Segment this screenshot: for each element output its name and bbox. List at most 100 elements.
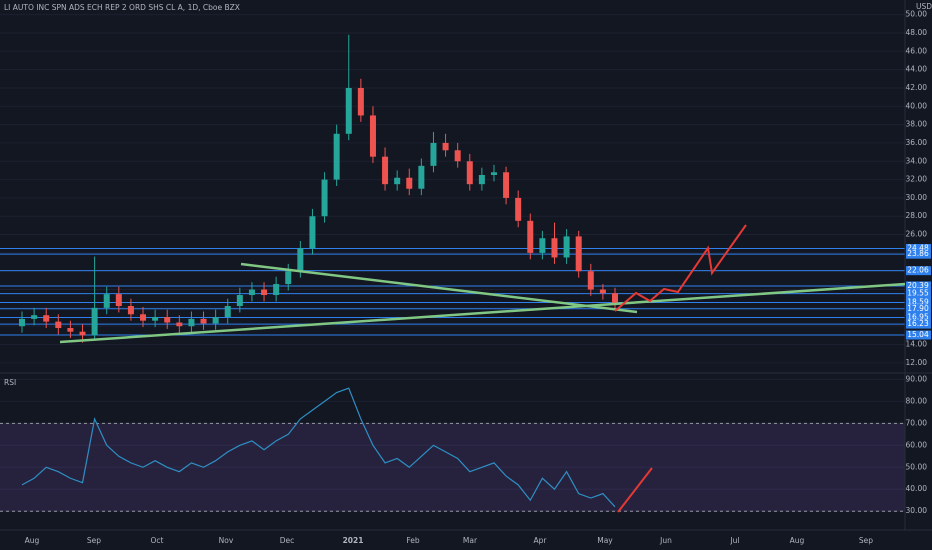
y-tick-label: 26.00 — [906, 230, 928, 239]
candle-body — [91, 307, 98, 336]
candle-body — [103, 294, 110, 308]
candle-body — [285, 271, 292, 285]
candle-body — [442, 142, 449, 151]
x-tick-label: 2021 — [343, 536, 364, 545]
price-level-label: 20.39 — [907, 281, 929, 290]
y-tick-label: 40.00 — [906, 484, 928, 493]
candle-body — [55, 321, 62, 329]
candle-body — [503, 172, 510, 198]
candle-body — [79, 331, 86, 336]
price-level-label: 23.86 — [907, 249, 929, 258]
candle-body — [273, 284, 280, 296]
candle-body — [140, 314, 147, 321]
y-tick-label: 44.00 — [906, 65, 928, 74]
x-tick-label: Feb — [406, 536, 420, 545]
price-level-tag — [906, 297, 931, 307]
candle-body — [466, 161, 473, 185]
y-tick-label: 34.00 — [906, 156, 928, 165]
y-tick-label: 46.00 — [906, 46, 928, 55]
x-tick-label: Oct — [151, 536, 164, 545]
rsi-projection — [617, 467, 653, 513]
x-tick-label: Dec — [280, 536, 295, 545]
x-tick-label: May — [597, 536, 613, 545]
candle-body — [406, 177, 413, 189]
rsi-line — [21, 387, 616, 508]
y-tick-label: 48.00 — [906, 28, 928, 37]
candle-body — [115, 294, 122, 307]
y-tick-label: 30.00 — [906, 193, 928, 202]
candle-body — [309, 216, 316, 249]
x-tick-label: Aug — [790, 536, 805, 545]
price-level-label: 22.06 — [907, 266, 929, 275]
price-level-tag — [906, 319, 931, 329]
price-level-label: 19.55 — [907, 289, 929, 298]
price-level-label: 24.48 — [907, 243, 929, 252]
candle-body — [261, 289, 268, 296]
price-level-label: 18.59 — [907, 297, 929, 306]
trend-line — [59, 282, 906, 344]
candle-body — [515, 197, 522, 221]
candle-body — [212, 317, 219, 324]
y-tick-label: 36.00 — [906, 138, 928, 147]
x-tick-label: Mar — [463, 536, 478, 545]
y-tick-label: 40.00 — [906, 101, 928, 110]
candle-body — [188, 318, 195, 327]
x-tick-label: Sep — [859, 536, 873, 545]
candle-body — [31, 315, 38, 319]
candle-body — [357, 87, 364, 116]
y-tick-label: 28.00 — [906, 211, 928, 220]
candle-body — [599, 289, 606, 294]
candle-body — [236, 295, 243, 307]
candle-body — [200, 318, 207, 324]
candle-body — [345, 87, 352, 134]
currency: USD — [916, 2, 932, 11]
y-tick-label: 30.00 — [906, 506, 928, 515]
candle-body — [164, 317, 171, 323]
rsi-band — [0, 423, 905, 512]
x-tick-label: Apr — [534, 536, 548, 545]
candle-body — [454, 150, 461, 162]
price-level-tag — [906, 312, 931, 322]
projection — [614, 224, 747, 312]
candle-body — [612, 293, 618, 305]
candle-body — [478, 175, 485, 185]
price-level-tag — [906, 249, 931, 259]
candle-body — [321, 179, 328, 217]
y-tick-label: 70.00 — [906, 418, 928, 427]
price-level-label: 16.95 — [907, 312, 929, 321]
price-level-tag — [906, 243, 931, 253]
price-level-label: 16.23 — [907, 319, 929, 328]
x-tick-label: Jun — [659, 536, 672, 545]
candle-body — [430, 142, 437, 166]
marks: Aug Sep Oct Nov Dec 2021 Feb Mar Apr May Jun Jul Aug… — [0, 10, 931, 545]
candle-body — [43, 315, 50, 322]
candle-body — [551, 238, 558, 258]
price-level-tag — [906, 281, 931, 291]
candle-body — [333, 133, 340, 180]
y-tick-label: 14.00 — [906, 340, 928, 349]
candle-body — [369, 115, 376, 157]
candle-body — [176, 322, 183, 327]
y-tick-label: 32.00 — [906, 175, 928, 184]
drawings — [59, 224, 906, 513]
x-tick-label: Nov — [219, 536, 234, 545]
candle-body — [527, 220, 534, 253]
candle-body — [539, 238, 546, 253]
y-tick-label: 80.00 — [906, 396, 928, 405]
x-tick-label: Aug — [25, 536, 40, 545]
price-level-tag — [906, 304, 931, 314]
candle-body — [418, 165, 425, 189]
candle-body — [394, 177, 401, 185]
candle-body — [297, 248, 304, 272]
candle-body — [575, 236, 582, 272]
y-tick-label: 38.00 — [906, 120, 928, 129]
candle-body — [587, 271, 594, 290]
y-tick-label: 60.00 — [906, 440, 928, 449]
candle-body — [382, 156, 389, 185]
candle-body — [563, 236, 570, 258]
candle-body — [248, 289, 255, 296]
y-tick-label: 90.00 — [906, 374, 928, 383]
y-tick-label: 42.00 — [906, 83, 928, 92]
y-tick-label: 12.00 — [906, 358, 928, 367]
